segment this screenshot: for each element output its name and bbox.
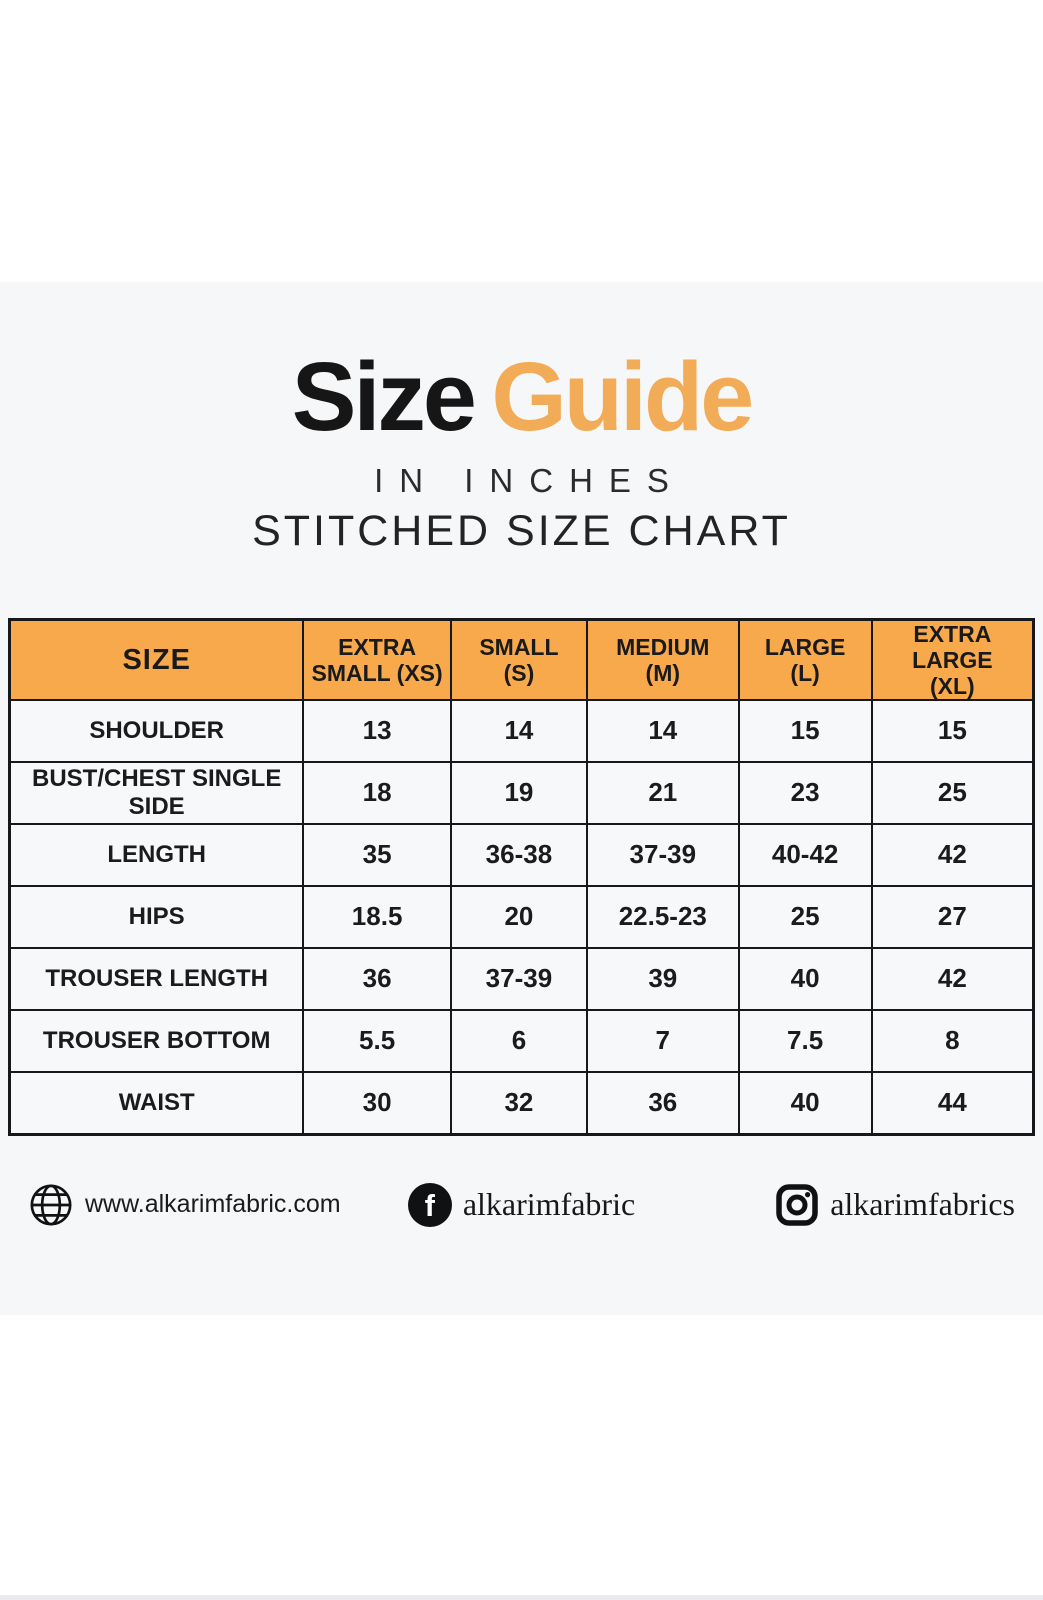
size-value-cell: 42 [870,822,1035,887]
row-label: TROUSER LENGTH [8,946,305,1011]
size-value-cell: 36 [586,1070,740,1136]
col-header-size-label: SIZE [122,643,191,676]
title-block: Size Guide IN INCHES STITCHED SIZE CHART [0,282,1043,556]
col-header-size: SIZE [8,618,305,701]
subtitle-stitched-size-chart: STITCHED SIZE CHART [252,507,791,555]
row-label: SHOULDER [8,698,305,763]
size-value-cell: 13 [302,698,452,763]
row-label: BUST/CHEST SINGLE SIDE [8,760,305,825]
size-value-cell: 36-38 [449,822,589,887]
globe-icon [28,1182,74,1228]
facebook-icon: f [407,1182,452,1227]
table-row-bust-chest: BUST/CHEST SINGLE SIDE 18 19 21 23 25 [8,760,1035,825]
table-row-trouser-bottom: TROUSER BOTTOM 5.5 6 7 7.5 8 [8,1008,1035,1073]
col-header-large: LARGE (L) [737,618,873,701]
size-value-cell: 37-39 [449,946,589,1011]
instagram-icon [775,1183,819,1227]
size-value-cell: 21 [586,760,740,825]
content-band: Size Guide IN INCHES STITCHED SIZE CHART … [0,282,1043,1315]
size-value-cell: 42 [870,946,1035,1011]
table-row-hips: HIPS 18.5 20 22.5-23 25 27 [8,884,1035,949]
table-header-row: SIZE EXTRA SMALL (XS) SMALL (S) MEDIUM (… [8,618,1035,701]
col-header-line: LARGE [764,633,846,660]
col-header-extra-small: EXTRA SMALL (XS) [302,618,452,701]
col-header-line: (XL) [929,672,975,699]
col-header-line: (S) [503,659,535,686]
bottom-edge-strip [0,1595,1043,1600]
col-header-medium: MEDIUM (M) [586,618,740,701]
subtitle-in-inches: IN INCHES [374,462,685,499]
size-value-cell: 30 [302,1070,452,1136]
size-value-cell: 35 [302,822,452,887]
row-label: LENGTH [8,822,305,887]
footer: www.alkarimfabric.com f alkarimfabric al… [28,1182,1015,1228]
size-value-cell: 44 [870,1070,1035,1136]
size-value-cell: 39 [586,946,740,1011]
size-value-cell: 14 [586,698,740,763]
size-value-cell: 25 [870,760,1035,825]
col-header-line: SMALL (XS) [311,659,443,686]
title-word-size: Size [291,342,477,451]
table-row-length: LENGTH 35 36-38 37-39 40-42 42 [8,822,1035,887]
size-value-cell: 5.5 [302,1008,452,1073]
size-value-cell: 19 [449,760,589,825]
size-value-cell: 15 [870,698,1035,763]
size-value-cell: 32 [449,1070,589,1136]
size-value-cell: 8 [870,1008,1035,1073]
col-header-line: MEDIUM [616,633,710,660]
size-value-cell: 27 [870,884,1035,949]
website-url: www.alkarimfabric.com [85,1190,341,1219]
size-value-cell: 6 [449,1008,589,1073]
col-header-line: SMALL [479,633,559,660]
size-value-cell: 7 [586,1008,740,1073]
facebook-handle: alkarimfabric [462,1186,636,1223]
instagram-link[interactable]: alkarimfabrics [775,1183,1015,1227]
size-value-cell: 40 [737,1070,873,1136]
size-chart-table: SIZE EXTRA SMALL (XS) SMALL (S) MEDIUM (… [8,618,1035,1136]
size-value-cell: 40 [737,946,873,1011]
table-row-trouser-length: TROUSER LENGTH 36 37-39 39 40 42 [8,946,1035,1011]
table-row-waist: WAIST 30 32 36 40 44 [8,1070,1035,1136]
size-value-cell: 20 [449,884,589,949]
row-label: HIPS [8,884,305,949]
size-value-cell: 23 [737,760,873,825]
col-header-line: EXTRA LARGE [912,621,993,673]
size-value-cell: 40-42 [737,822,873,887]
title-word-guide: Guide [491,342,754,451]
size-value-cell: 18 [302,760,452,825]
page-title: Size Guide [0,348,1043,445]
size-value-cell: 37-39 [586,822,740,887]
col-header-line: (L) [790,659,820,686]
size-value-cell: 15 [737,698,873,763]
row-label: WAIST [8,1070,305,1136]
instagram-handle: alkarimfabrics [830,1186,1015,1223]
facebook-link[interactable]: f alkarimfabric [407,1182,636,1227]
size-value-cell: 22.5-23 [586,884,740,949]
size-value-cell: 36 [302,946,452,1011]
col-header-small: SMALL (S) [449,618,589,701]
row-label: TROUSER BOTTOM [8,1008,305,1073]
col-header-extra-large: EXTRA LARGE (XL) [870,618,1035,701]
size-value-cell: 14 [449,698,589,763]
table-row-shoulder: SHOULDER 13 14 14 15 15 [8,698,1035,763]
website-link[interactable]: www.alkarimfabric.com [28,1182,408,1228]
size-value-cell: 7.5 [737,1008,873,1073]
col-header-line: EXTRA [338,633,417,660]
size-value-cell: 25 [737,884,873,949]
size-value-cell: 18.5 [302,884,452,949]
col-header-line: (M) [645,659,681,686]
